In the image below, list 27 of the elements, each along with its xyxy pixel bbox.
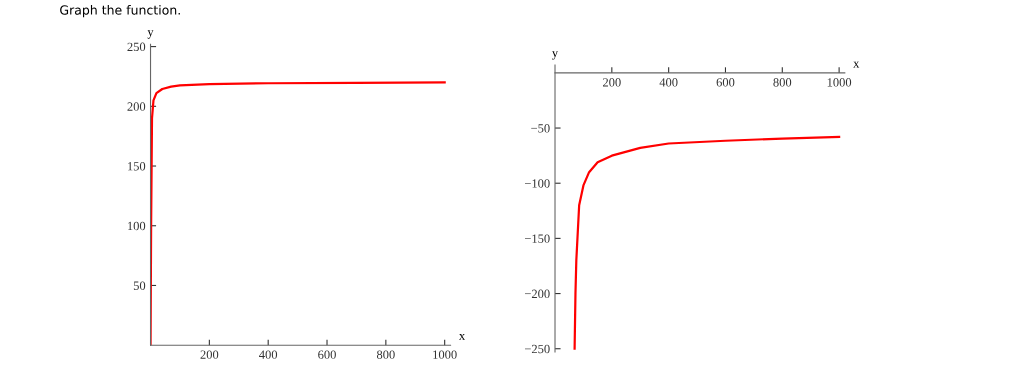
x-tick-label: 400 <box>659 78 678 87</box>
x-tick-label: 600 <box>716 78 735 87</box>
y-tick-label: 100 <box>128 221 146 231</box>
line-series <box>573 135 841 350</box>
x-tick-label: 1000 <box>433 350 457 359</box>
chart-title: Graph the function. <box>60 5 180 18</box>
x-tick-label: 800 <box>773 78 792 87</box>
y-axis-title: y <box>552 51 559 60</box>
x-tick-label: 800 <box>376 350 395 359</box>
y-tick-label: −250 <box>524 344 550 354</box>
x-tick-label: 1000 <box>827 78 852 87</box>
y-tick-label: 200 <box>127 102 146 111</box>
x-axis-title: x <box>853 61 860 68</box>
y-tick-label: 50 <box>133 281 146 290</box>
x-tick-label: 400 <box>259 350 278 359</box>
y-axis-title: y <box>147 30 154 39</box>
x-tick-label: 200 <box>200 350 219 359</box>
y-tick-label: −100 <box>524 179 550 188</box>
x-tick-label: 200 <box>603 78 621 87</box>
x-tick-label: 600 <box>318 350 336 359</box>
y-tick-label: 250 <box>127 42 146 52</box>
x-axis-title: x <box>459 334 465 340</box>
y-tick-label: −200 <box>524 289 550 299</box>
line-series <box>150 81 446 346</box>
y-tick-label: 150 <box>128 162 146 171</box>
y-tick-label: −50 <box>531 124 550 133</box>
y-tick-label: −150 <box>524 234 550 243</box>
